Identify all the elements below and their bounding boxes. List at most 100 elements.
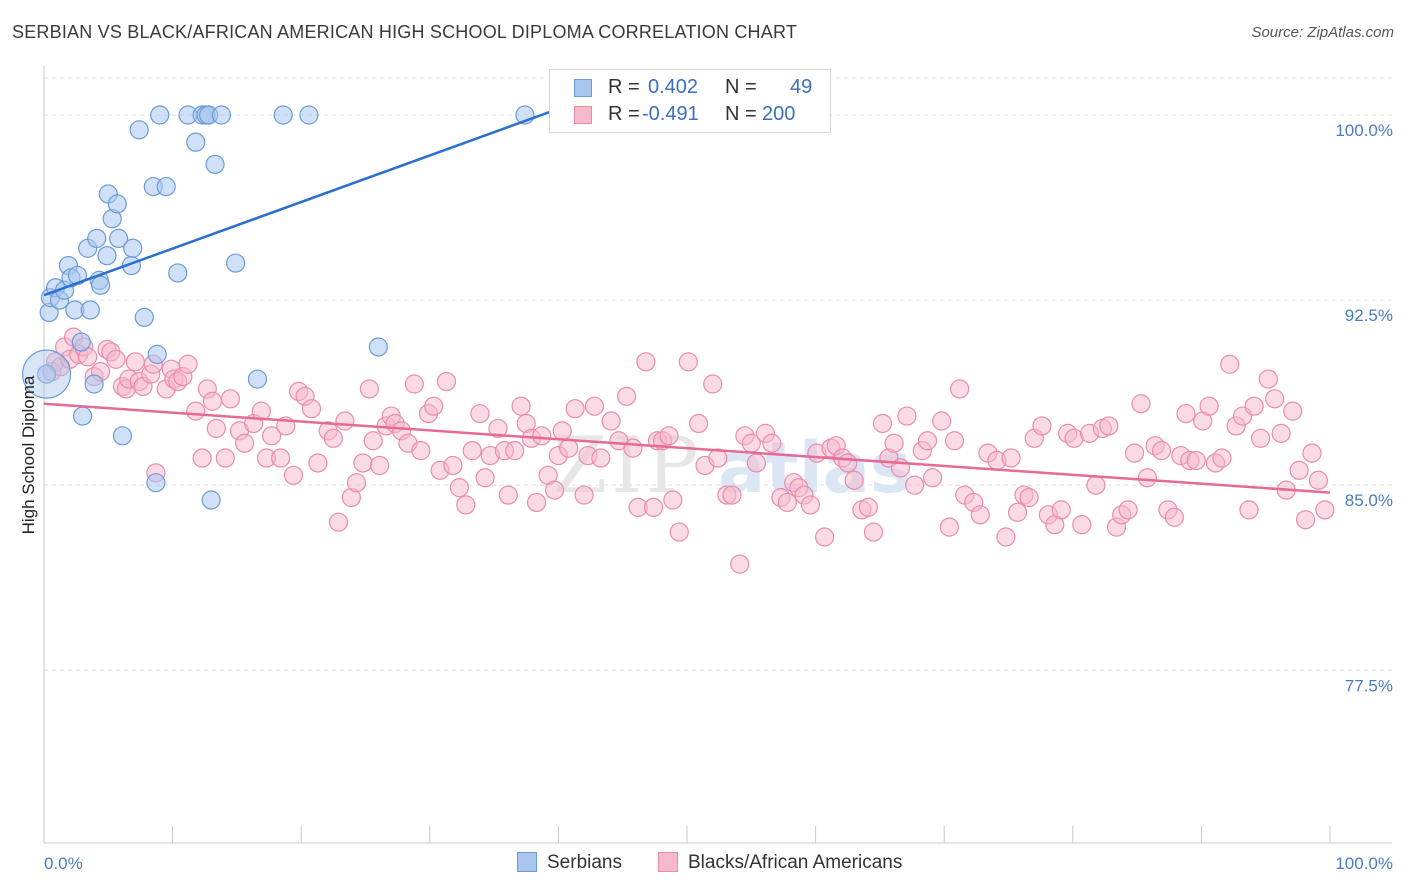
blacks-point bbox=[262, 426, 282, 446]
serbians-point bbox=[156, 176, 176, 197]
y-tick-label: 100.0% bbox=[1335, 121, 1393, 140]
blacks-points bbox=[42, 327, 1335, 574]
serbians-point bbox=[247, 369, 268, 389]
blacks-point bbox=[308, 453, 328, 473]
n-label: N = bbox=[725, 103, 757, 125]
blacks-point bbox=[932, 411, 952, 431]
serbians-points bbox=[21, 105, 575, 510]
serbians-trend-line bbox=[43, 103, 570, 297]
blacks-point bbox=[1118, 500, 1138, 520]
blacks-point bbox=[643, 497, 664, 517]
blacks-point bbox=[1258, 369, 1278, 389]
y-tick-label: 85.0% bbox=[1345, 491, 1393, 510]
blacks-point bbox=[905, 475, 925, 495]
blacks-point bbox=[488, 418, 508, 439]
blacks-point bbox=[1295, 510, 1316, 530]
serbians-point bbox=[87, 228, 107, 249]
blacks-point bbox=[1302, 443, 1322, 463]
blacks-point bbox=[858, 497, 878, 517]
axis-labels: 77.5% 85.0% 92.5% 100.0% 0.0% 100.0% High Scho… bbox=[19, 121, 1393, 873]
blacks-point bbox=[762, 433, 782, 453]
blacks-point bbox=[1308, 470, 1329, 490]
blacks-point bbox=[708, 448, 728, 468]
serbians-point bbox=[299, 105, 319, 125]
blacks-point bbox=[1283, 401, 1303, 421]
blacks-point bbox=[1099, 416, 1119, 436]
blacks-point bbox=[411, 441, 431, 461]
blacks-point bbox=[591, 448, 611, 468]
blacks-point bbox=[1164, 507, 1184, 527]
legend-item-blacks: Blacks/African Americans bbox=[658, 852, 902, 874]
serbians-point bbox=[90, 275, 111, 295]
blacks-point bbox=[498, 485, 518, 505]
blacks-point bbox=[722, 485, 742, 505]
blacks-point bbox=[1032, 416, 1052, 436]
blacks-point bbox=[106, 349, 126, 369]
serbians-point bbox=[97, 246, 117, 266]
blacks-point bbox=[923, 468, 943, 488]
grid-lines bbox=[44, 77, 1392, 671]
x-tick-label-min: 0.0% bbox=[44, 854, 83, 873]
serbians-point bbox=[147, 344, 167, 364]
blacks-point bbox=[616, 386, 637, 406]
blacks-point bbox=[202, 391, 223, 411]
blacks-point bbox=[844, 470, 864, 490]
blacks-point bbox=[186, 401, 206, 421]
blacks-point bbox=[206, 418, 226, 439]
serbians-point bbox=[72, 406, 93, 426]
blacks-point bbox=[838, 453, 858, 473]
blacks-point bbox=[884, 433, 904, 453]
blacks-point bbox=[125, 352, 145, 372]
blacks-point bbox=[1137, 468, 1157, 488]
blacks-point bbox=[251, 401, 271, 421]
blacks-point bbox=[235, 433, 255, 453]
serbians-point bbox=[71, 332, 91, 352]
source-label: Source: ZipAtlas.com bbox=[1251, 24, 1394, 41]
blacks-point bbox=[944, 431, 965, 451]
blacks-point bbox=[220, 389, 241, 409]
blacks-point bbox=[565, 399, 585, 419]
blacks-point bbox=[996, 527, 1016, 547]
y-axis-title: High School Diploma bbox=[19, 375, 38, 534]
blacks-point bbox=[917, 431, 938, 451]
serbians-point bbox=[67, 265, 88, 286]
blacks-point bbox=[449, 478, 469, 498]
blacks-point bbox=[363, 431, 383, 451]
blacks-point bbox=[636, 352, 656, 372]
blacks-point bbox=[688, 413, 709, 434]
blacks-point bbox=[544, 480, 565, 500]
blacks-point bbox=[1315, 500, 1335, 520]
blacks-point bbox=[663, 490, 683, 510]
y-tick-label: 77.5% bbox=[1345, 676, 1393, 695]
blacks-point bbox=[559, 438, 579, 458]
blacks-point bbox=[623, 438, 643, 458]
r-value: -0.491 bbox=[642, 103, 699, 125]
blacks-point bbox=[1086, 475, 1106, 495]
serbians-point bbox=[129, 120, 149, 140]
r-value: 0.402 bbox=[648, 76, 699, 98]
blacks-point bbox=[1239, 500, 1259, 520]
serbians-point bbox=[80, 300, 100, 320]
blacks-point bbox=[1131, 394, 1151, 414]
blacks-point bbox=[505, 441, 525, 461]
serbians-point bbox=[36, 364, 57, 384]
serbians-point bbox=[226, 253, 246, 273]
blacks-point bbox=[475, 468, 495, 488]
blacks-point bbox=[1199, 396, 1219, 416]
blacks-point bbox=[950, 379, 970, 399]
blacks-point bbox=[532, 426, 552, 446]
serbians-legend-swatch bbox=[517, 852, 537, 872]
blacks-point bbox=[436, 371, 457, 392]
serbians-point bbox=[84, 374, 104, 394]
blacks-point bbox=[328, 512, 349, 532]
blacks-point bbox=[359, 379, 379, 399]
r-label: R = bbox=[608, 103, 640, 125]
serbians-point bbox=[150, 105, 170, 125]
blacks-point bbox=[815, 527, 835, 547]
blacks-point bbox=[271, 448, 291, 468]
blacks-point bbox=[584, 396, 605, 416]
blacks-point bbox=[1289, 460, 1309, 480]
blacks-point bbox=[370, 455, 390, 476]
blacks-point bbox=[346, 473, 367, 493]
